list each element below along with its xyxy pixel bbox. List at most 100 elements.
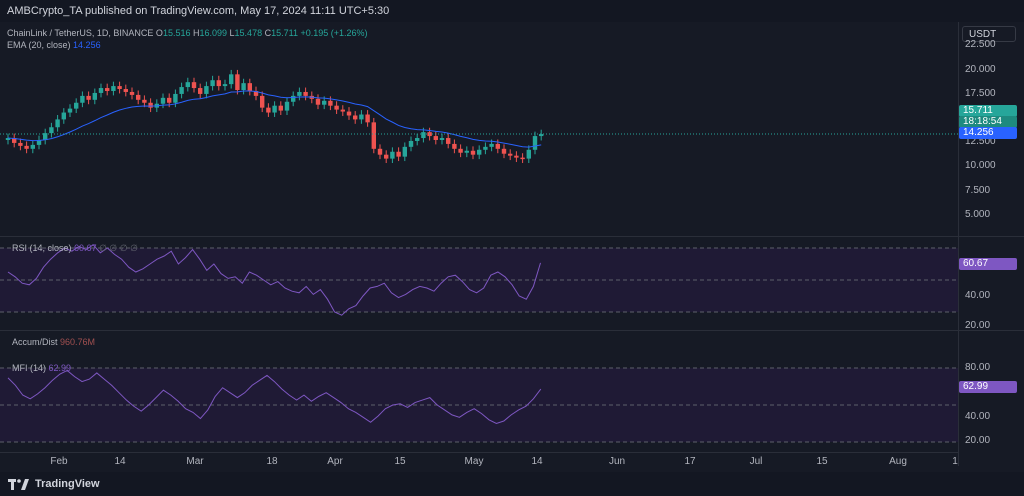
candle-body — [80, 95, 85, 103]
candle-body — [247, 83, 252, 91]
candle-body — [24, 145, 29, 149]
time-label: 14 — [531, 456, 543, 467]
candle-body — [303, 91, 308, 96]
rsi-value: 60.67 — [74, 243, 97, 253]
candle-body — [483, 146, 488, 150]
candle-body — [142, 99, 147, 103]
ad-label[interactable]: Accum/Dist — [12, 337, 58, 347]
candle-body — [514, 155, 519, 158]
candle-body — [346, 111, 352, 116]
rsi-extra: ∅ ∅ ∅ ∅ — [99, 243, 138, 253]
footer-brand[interactable]: TradingView — [0, 472, 1024, 496]
candle-body — [439, 138, 445, 140]
tradingview-logo-icon — [8, 478, 29, 490]
price-tick: 22.500 — [965, 39, 996, 50]
candle-body — [421, 132, 426, 139]
ema-legend[interactable]: EMA (20, close) 14.256 — [7, 40, 101, 50]
chart-canvas[interactable] — [0, 22, 958, 452]
low-label: L — [229, 28, 235, 38]
time-axis[interactable]: Feb 14 Mar 18 Apr 15 May 14 Jun 17 Jul 1… — [0, 452, 958, 467]
candle-body — [204, 86, 209, 94]
pane-separator[interactable] — [0, 236, 1024, 237]
open-label: O — [155, 28, 163, 38]
open-value: 15.516 — [162, 28, 191, 38]
candle-body — [539, 134, 544, 137]
candle-body — [105, 88, 110, 91]
candle-body — [123, 89, 128, 92]
time-label: 17 — [684, 456, 696, 467]
time-label: Apr — [327, 456, 343, 467]
candle-body — [477, 149, 482, 155]
candle-body — [408, 140, 414, 147]
candle-body — [340, 109, 345, 112]
candle-body — [371, 122, 376, 149]
candle-body — [284, 101, 290, 111]
close-label: C — [264, 28, 272, 38]
price-axis[interactable]: 22.500 20.000 17.500 12.500 10.000 7.500… — [958, 22, 1024, 466]
mfi-tag: 62.99 — [959, 381, 1017, 393]
ad-legend[interactable]: Accum/Dist 960.76M — [12, 337, 95, 347]
candle-body — [61, 112, 66, 120]
candle-body — [272, 105, 277, 113]
candle-body — [92, 92, 97, 100]
time-label: Feb — [50, 456, 68, 467]
candle-body — [458, 148, 463, 153]
mfi-legend[interactable]: MFI (14) 62.99 — [12, 363, 71, 373]
candle-body — [315, 98, 321, 105]
rsi-tag: 60.67 — [959, 258, 1017, 270]
candle-body — [18, 142, 23, 146]
price-tick: 12.500 — [965, 136, 996, 147]
candle-body — [98, 88, 104, 93]
price-tick: 20.000 — [965, 64, 996, 75]
candle-body — [526, 149, 531, 159]
candle-body — [446, 138, 451, 144]
ema-label[interactable]: EMA (20, close) — [7, 40, 71, 50]
candle-body — [260, 95, 265, 108]
candle-body — [173, 93, 178, 103]
brand-name: TradingView — [35, 478, 100, 490]
price-tick: 10.000 — [965, 160, 996, 171]
candle-body — [241, 83, 246, 91]
candle-body — [129, 91, 135, 95]
candle-body — [235, 74, 240, 91]
high-value: 16.099 — [199, 28, 228, 38]
candle-body — [253, 90, 259, 96]
rsi-tick: 20.00 — [965, 320, 991, 331]
price-tick: 7.500 — [965, 185, 991, 196]
rsi-label[interactable]: RSI (14, close) — [12, 243, 72, 253]
candle-body — [179, 87, 184, 94]
ad-value: 960.76M — [60, 337, 96, 347]
candle-body — [229, 74, 234, 85]
time-label: 15 — [394, 456, 406, 467]
high-label: H — [192, 28, 200, 38]
symbol-legend: ChainLink / TetherUS, 1D, BINANCE O15.51… — [7, 28, 368, 38]
mfi-label[interactable]: MFI (14) — [12, 363, 47, 373]
pane-separator[interactable] — [0, 330, 1024, 331]
candle-body — [160, 97, 166, 104]
rsi-legend[interactable]: RSI (14, close) 60.67 ∅ ∅ ∅ ∅ — [12, 243, 138, 254]
candle-body — [36, 139, 42, 145]
time-label: 14 — [114, 456, 126, 467]
candle-body — [470, 150, 476, 155]
rsi-tick: 40.00 — [965, 290, 991, 301]
currency-button[interactable]: USDT — [962, 26, 1016, 42]
symbol-name[interactable]: ChainLink / TetherUS, 1D, BINANCE — [7, 28, 154, 38]
candle-body — [136, 94, 141, 100]
time-label: 18 — [266, 456, 278, 467]
candle-body — [396, 151, 401, 157]
candle-body — [111, 86, 116, 91]
mfi-line — [7, 369, 542, 425]
candle-body — [216, 80, 221, 87]
price-tick: 17.500 — [965, 88, 996, 99]
time-label: 15 — [816, 456, 828, 467]
publish-line: AMBCrypto_TA published on TradingView.co… — [7, 5, 390, 17]
candle-body — [266, 107, 271, 113]
last-price-tag: 15.711 — [959, 105, 1017, 117]
candle-body — [117, 86, 122, 90]
chart-area[interactable]: ChainLink / TetherUS, 1D, BINANCE O15.51… — [0, 22, 958, 466]
candle-body — [508, 153, 513, 156]
candle-body — [55, 119, 60, 128]
candle-body — [297, 91, 302, 96]
candle-body — [185, 82, 190, 88]
candle-body — [384, 154, 389, 159]
